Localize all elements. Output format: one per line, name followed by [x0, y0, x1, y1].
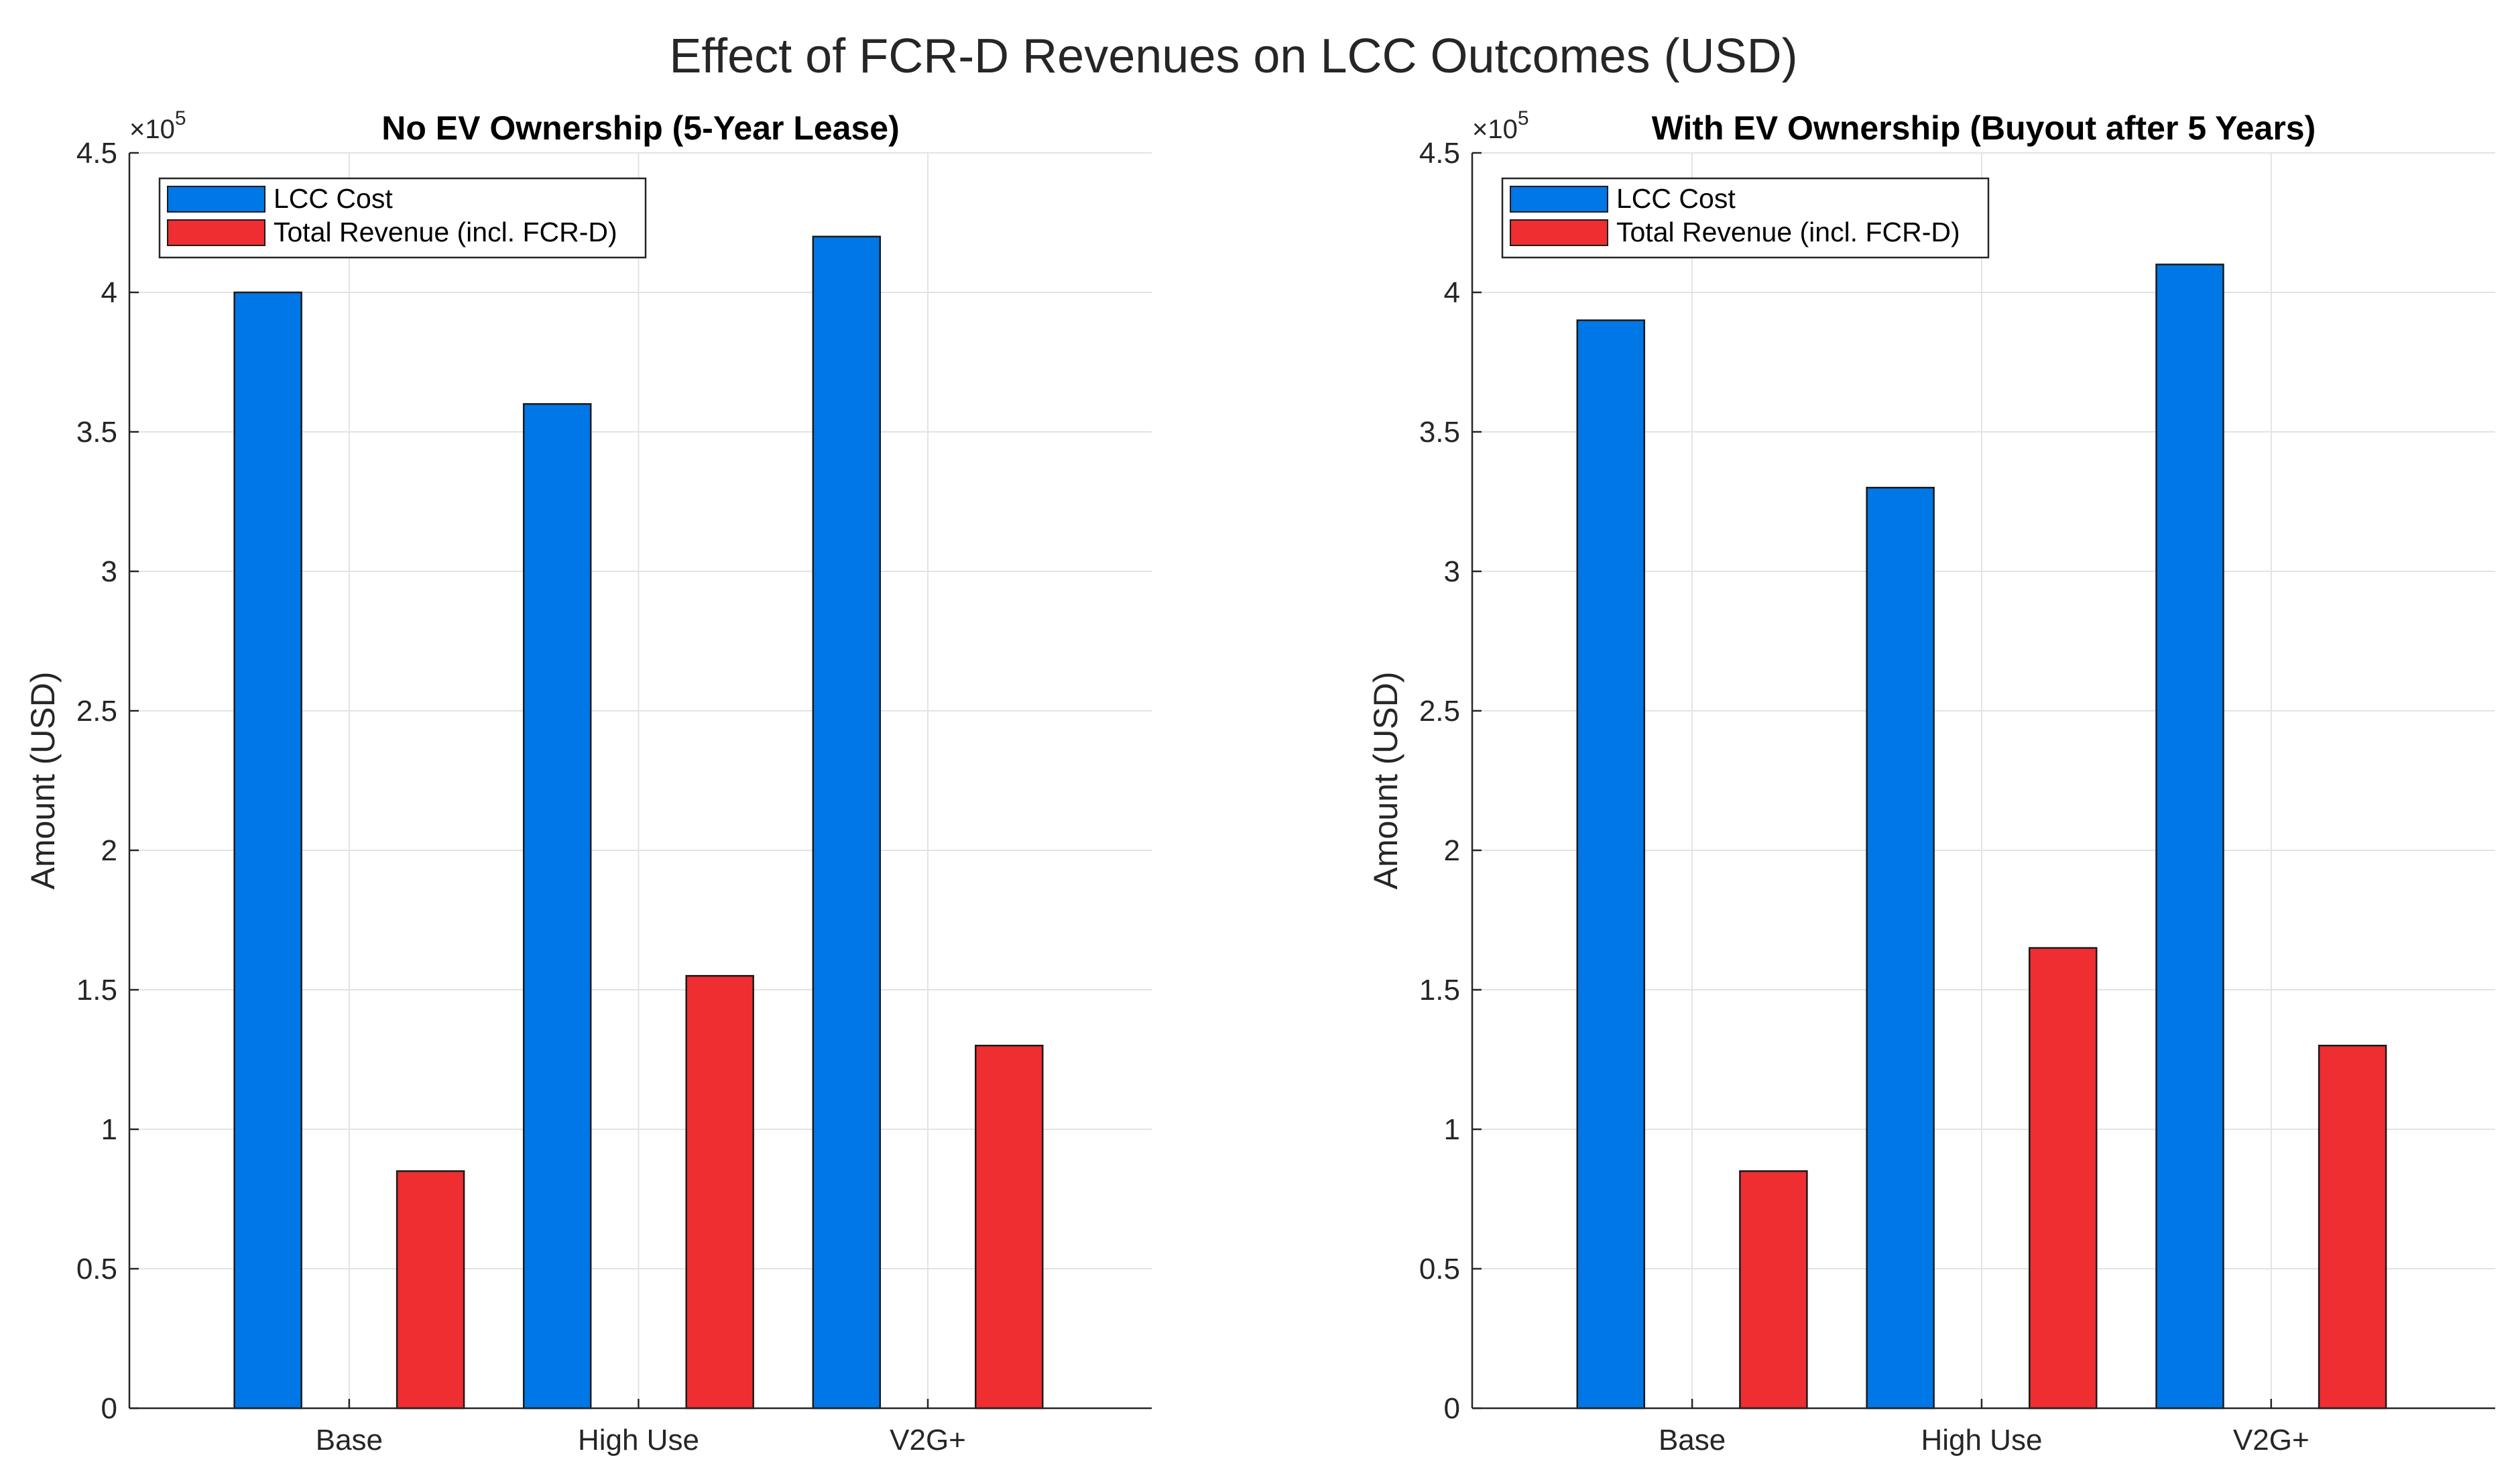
y-tick-label: 0	[1444, 1392, 1460, 1425]
y-tick-label: 2.5	[76, 695, 117, 728]
legend-swatch-lcc-cost	[167, 186, 265, 213]
bar-total-revenue-v2g	[2318, 1044, 2387, 1410]
y-ticks: 0 0.5 1 1.5 2 2.5 3 3.5 4 4.5	[1419, 137, 1482, 1425]
y-tick-label: 2.5	[1419, 695, 1460, 728]
y-tick-label: 2	[101, 834, 117, 867]
y-tick-label: 2	[1444, 834, 1460, 867]
legend-swatch-total-revenue	[1510, 219, 1608, 246]
legend-label-total-revenue: Total Revenue (incl. FCR-D)	[1616, 217, 1960, 247]
x-tick-label: High Use	[578, 1424, 699, 1457]
bar-lcc-cost-base	[1576, 319, 1646, 1410]
y-tick-label: 0.5	[76, 1253, 117, 1286]
x-tick-label: High Use	[1921, 1424, 2042, 1457]
bar-total-revenue-high-use	[2029, 947, 2098, 1410]
bar-total-revenue-base	[396, 1170, 465, 1410]
y-tick-label: 3	[101, 555, 117, 588]
y-tick-label: 1.5	[1419, 974, 1460, 1007]
y-tick-label: 1.5	[76, 974, 117, 1007]
x-ticks: Base High Use V2G+	[1659, 1399, 2309, 1457]
figure-suptitle: Effect of FCR-D Revenues on LCC Outcomes…	[669, 30, 1797, 83]
legend-label-lcc-cost: LCC Cost	[274, 183, 393, 214]
bar-lcc-cost-v2g	[812, 235, 882, 1410]
y-tick-label: 0	[101, 1392, 117, 1425]
legend-swatch-total-revenue	[167, 219, 265, 246]
legend-swatch-lcc-cost	[1510, 186, 1608, 213]
bars	[233, 235, 1044, 1410]
bar-lcc-cost-base	[233, 291, 302, 1410]
y-tick-label: 1	[1444, 1113, 1460, 1146]
y-tick-label: 1	[101, 1113, 117, 1146]
y-tick-label: 3	[1444, 555, 1460, 588]
bar-lcc-cost-high-use	[522, 403, 592, 1410]
x-tick-label: V2G+	[890, 1424, 966, 1457]
y-tick-label: 4	[1444, 276, 1460, 309]
x-tick-label: Base	[1659, 1424, 1726, 1457]
bar-total-revenue-v2g	[975, 1044, 1044, 1410]
x-ticks: Base High Use V2G+	[316, 1399, 966, 1457]
legend-label-lcc-cost: LCC Cost	[1616, 183, 1736, 214]
subplot-title: No EV Ownership (5-Year Lease)	[381, 109, 900, 147]
y-ticks: 0 0.5 1 1.5 2 2.5 3 3.5 4 4.5	[76, 137, 139, 1425]
x-tick-label: V2G+	[2233, 1424, 2309, 1457]
bar-total-revenue-high-use	[685, 974, 754, 1410]
y-axis-label: Amount (USD)	[1367, 671, 1404, 889]
bar-lcc-cost-v2g	[2155, 264, 2224, 1410]
subplot-title: With EV Ownership (Buyout after 5 Years)	[1652, 109, 2316, 147]
y-tick-label: 3.5	[1419, 416, 1460, 449]
bar-lcc-cost-high-use	[1866, 486, 1935, 1410]
y-tick-label: 3.5	[76, 416, 117, 449]
y-tick-label: 0.5	[1419, 1253, 1460, 1286]
legend-label-total-revenue: Total Revenue (incl. FCR-D)	[274, 217, 617, 247]
bars	[1576, 264, 2387, 1410]
bar-total-revenue-base	[1739, 1170, 1808, 1410]
y-tick-label: 4	[101, 276, 117, 309]
y-axis-label: Amount (USD)	[24, 671, 62, 889]
y-tick-label: 4.5	[1419, 137, 1460, 170]
y-tick-label: 4.5	[76, 137, 117, 170]
x-tick-label: Base	[316, 1424, 383, 1457]
